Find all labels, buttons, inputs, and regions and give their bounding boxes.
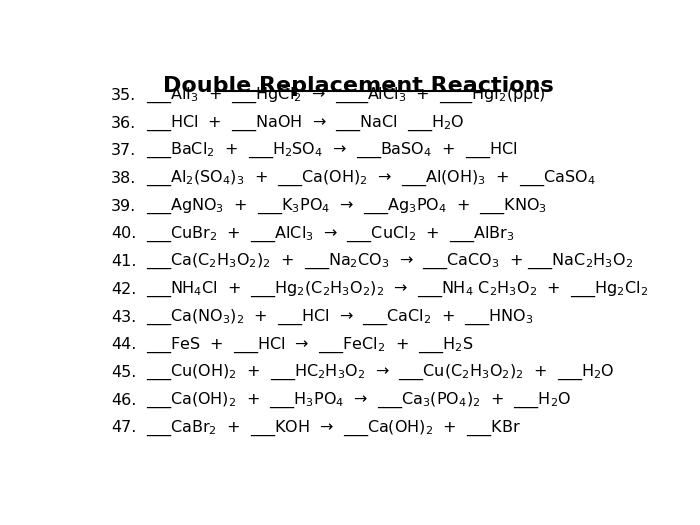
Text: 45.: 45. bbox=[111, 365, 136, 380]
Text: ___Ca(NO$\mathregular{_3}$)$\mathregular{_2}$  +  ___HCl  →  ___CaCl$\mathregula: ___Ca(NO$\mathregular{_3}$)$\mathregular… bbox=[146, 308, 533, 327]
Text: ___FeS  +  ___HCl  →  ___FeCl$\mathregular{_2}$  +  ___H$\mathregular{_2}$S: ___FeS + ___HCl → ___FeCl$\mathregular{_… bbox=[146, 335, 473, 354]
Text: ___Ca(C$\mathregular{_2}$H$\mathregular{_3}$O$\mathregular{_2}$)$\mathregular{_2: ___Ca(C$\mathregular{_2}$H$\mathregular{… bbox=[146, 252, 633, 271]
Text: Double Replacement Reactions: Double Replacement Reactions bbox=[163, 76, 554, 96]
Text: ___BaCl$\mathregular{_2}$  +  ___H$\mathregular{_2}$SO$\mathregular{_4}$  →  ___: ___BaCl$\mathregular{_2}$ + ___H$\mathre… bbox=[146, 141, 517, 161]
Text: 46.: 46. bbox=[111, 393, 136, 408]
Text: ___Al$\mathregular{_2}$(SO$\mathregular{_4}$)$\mathregular{_3}$  +  ___Ca(OH)$\m: ___Al$\mathregular{_2}$(SO$\mathregular{… bbox=[146, 169, 595, 188]
Text: 38.: 38. bbox=[111, 171, 136, 186]
Text: 44.: 44. bbox=[111, 338, 136, 352]
Text: 37.: 37. bbox=[111, 143, 136, 158]
Text: ___HCl  +  ___NaOH  →  ___NaCl  ___H$\mathregular{_2}$O: ___HCl + ___NaOH → ___NaCl ___H$\mathreg… bbox=[146, 113, 464, 133]
Text: ___CaBr$\mathregular{_2}$  +  ___KOH  →  ___Ca(OH)$\mathregular{_2}$  +  ___KBr: ___CaBr$\mathregular{_2}$ + ___KOH → ___… bbox=[146, 418, 520, 438]
Text: ___AlI$\mathregular{_3}$  +  ___HgCl$\mathregular{_2}$  →  ____AlCl$\mathregular: ___AlI$\mathregular{_3}$ + ___HgCl$\math… bbox=[146, 86, 545, 105]
Text: 36.: 36. bbox=[111, 116, 136, 131]
Text: 35.: 35. bbox=[111, 88, 136, 103]
Text: ___Ca(OH)$\mathregular{_2}$  +  ___H$\mathregular{_3}$PO$\mathregular{_4}$  →  _: ___Ca(OH)$\mathregular{_2}$ + ___H$\math… bbox=[146, 391, 571, 410]
Text: 40.: 40. bbox=[111, 226, 136, 242]
Text: 39.: 39. bbox=[111, 199, 136, 214]
Text: ___CuBr$\mathregular{_2}$  +  ___AlCl$\mathregular{_3}$  →  ___CuCl$\mathregular: ___CuBr$\mathregular{_2}$ + ___AlCl$\mat… bbox=[146, 224, 514, 244]
Text: ___NH$\mathregular{_4}$Cl  +  ___Hg$\mathregular{_2}$(C$\mathregular{_2}$H$\math: ___NH$\mathregular{_4}$Cl + ___Hg$\mathr… bbox=[146, 280, 648, 299]
Text: ___Cu(OH)$\mathregular{_2}$  +  ___HC$\mathregular{_2}$H$\mathregular{_3}$O$\mat: ___Cu(OH)$\mathregular{_2}$ + ___HC$\mat… bbox=[146, 363, 614, 382]
Text: 42.: 42. bbox=[111, 282, 136, 297]
Text: 41.: 41. bbox=[111, 254, 136, 269]
Text: ___AgNO$\mathregular{_3}$  +  ___K$\mathregular{_3}$PO$\mathregular{_4}$  →  ___: ___AgNO$\mathregular{_3}$ + ___K$\mathre… bbox=[146, 196, 547, 216]
Text: 47.: 47. bbox=[111, 421, 136, 435]
Text: 43.: 43. bbox=[111, 310, 136, 324]
